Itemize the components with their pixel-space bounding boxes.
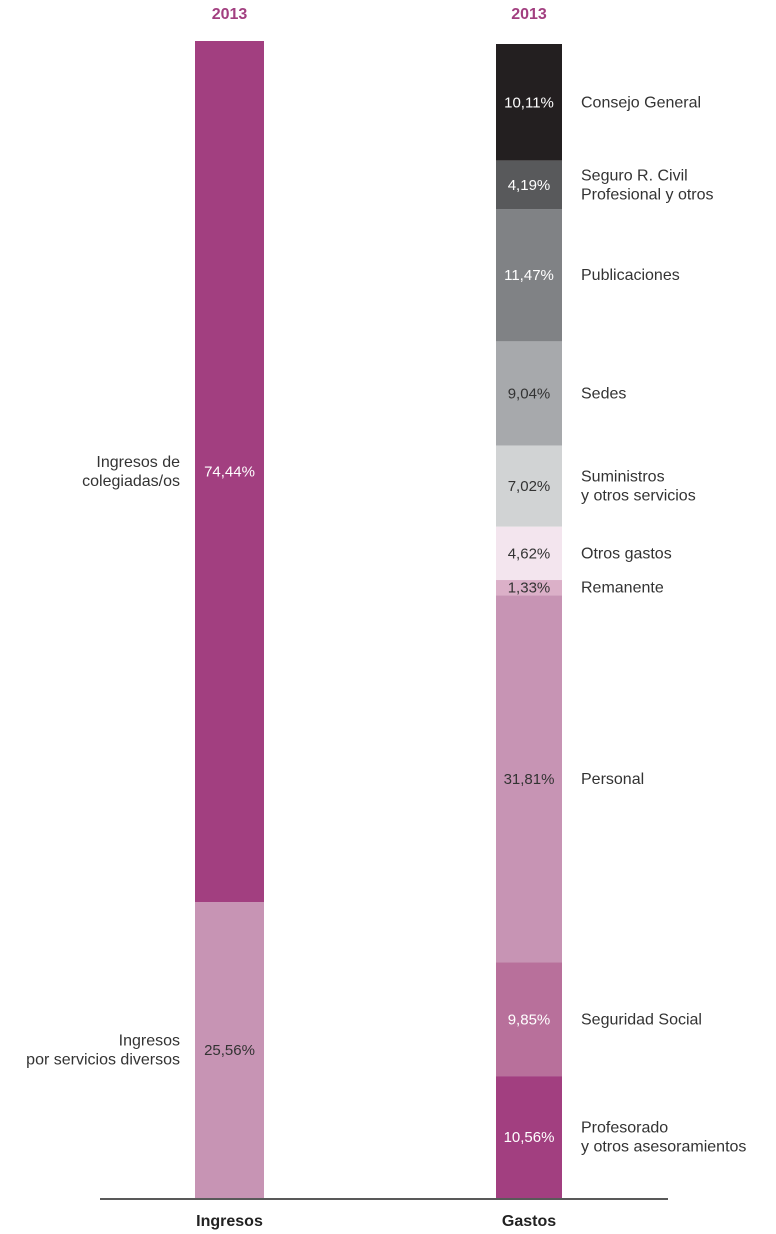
gastos-segment-name-consejo-general: Consejo General [581,94,701,111]
gastos-segment-name-publicaciones: Publicaciones [581,267,680,284]
gastos-segment-seguridad-social [496,962,562,1077]
gastos-category-label: Gastos [502,1213,556,1230]
gastos-data-label-seguridad-social: 9,85% [508,1011,551,1028]
gastos-data-label-remanente: 1,33% [508,580,551,597]
ingresos-segment-name-ingresos-de-colegiadas-os: Ingresos de colegiadas/os [82,454,180,490]
ingresos-segment-ingresos-por-servicios-diversos [195,902,264,1198]
ingresos-segment-name-ingresos-por-servicios-diversos: Ingresos por servicios diversos [26,1033,180,1069]
gastos-data-label-sedes: 9,04% [508,386,551,403]
gastos-segment-name-seguro-r-civil-profesional-y-otros: Seguro R. Civil Profesional y otros [581,167,714,203]
gastos-segment-name-sedes: Sedes [581,386,626,403]
gastos-segment-personal [496,595,562,963]
gastos-data-label-suministros-y-otros-servicios: 7,02% [508,478,551,495]
gastos-segment-remanente [496,580,562,596]
gastos-segment-seguro-r-civil-profesional-y-otros [496,160,562,210]
gastos-data-label-publicaciones: 11,47% [504,267,554,284]
gastos-segment-suministros-y-otros-servicios [496,445,562,527]
gastos-data-label-profesorado-y-otros-asesoramientos: 10,56% [504,1129,555,1146]
gastos-segment-name-profesorado-y-otros-asesoramientos: Profesorado y otros asesoramientos [581,1120,746,1156]
gastos-data-label-consejo-general: 10,11% [504,94,554,111]
gastos-segment-publicaciones [496,209,562,342]
gastos-data-label-personal: 31,81% [504,771,555,788]
gastos-segment-otros-gastos [496,526,562,581]
gastos-segment-name-otros-gastos: Otros gastos [581,545,672,562]
gastos-data-label-seguro-r-civil-profesional-y-otros: 4,19% [508,177,551,194]
gastos-segment-consejo-general [496,44,562,161]
gastos-segment-name-personal: Personal [581,771,644,788]
gastos-segment-name-seguridad-social: Seguridad Social [581,1011,702,1028]
gastos-data-label-otros-gastos: 4,62% [508,545,551,562]
ingresos-data-label-ingresos-de-colegiadas-os: 74,44% [204,464,255,481]
ingresos-data-label-ingresos-por-servicios-diversos: 25,56% [204,1042,255,1059]
ingresos-category-label: Ingresos [196,1213,263,1230]
gastos-segment-name-remanente: Remanente [581,580,664,597]
gastos-year-label: 2013 [511,6,547,23]
ingresos-segment-ingresos-de-colegiadas-os [195,41,264,903]
gastos-segment-sedes [496,341,562,446]
gastos-segment-name-suministros-y-otros-servicios: Suministros y otros servicios [581,469,696,505]
ingresos-year-label: 2013 [212,6,248,23]
gastos-segment-profesorado-y-otros-asesoramientos [496,1076,562,1198]
